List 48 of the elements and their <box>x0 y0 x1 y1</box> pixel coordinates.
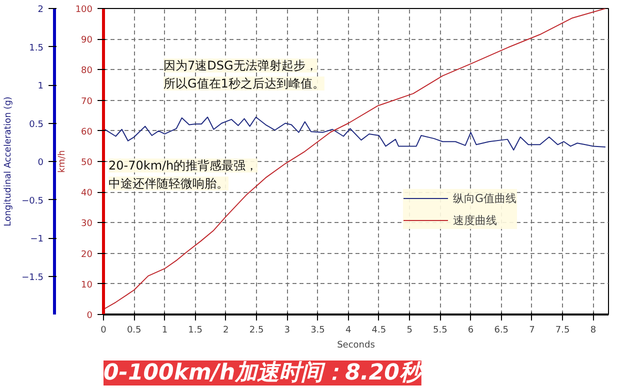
legend-label: 速度曲线 <box>453 212 497 228</box>
x-tick-label: 1 <box>162 326 168 336</box>
x-tick-label: 3.5 <box>310 326 325 336</box>
y2-tick-label: 1.5 <box>29 43 44 54</box>
legend-label: 纵向G值曲线 <box>453 190 517 206</box>
x-tick-label: 6.5 <box>494 326 509 336</box>
x-tick-label: 1.5 <box>188 326 202 336</box>
x-tick-label: 5 <box>406 326 412 336</box>
annotation: 所以G值在1秒之后达到峰值。 <box>164 76 324 90</box>
annotation: 中途还伴随轻微响胎。 <box>108 176 228 190</box>
y2-tick-label: −1.5 <box>22 272 44 283</box>
y2-tick-label: 0 <box>38 158 44 168</box>
x-tick-label: 2.5 <box>249 326 264 336</box>
y2-tick-label: 1 <box>38 82 44 92</box>
x-tick-label: 5.5 <box>433 326 448 336</box>
y-tick-label: 50 <box>81 158 93 168</box>
y-axis-title: km/h <box>57 150 68 173</box>
y2-tick-label: 0.5 <box>29 120 44 130</box>
x-tick-label: 8 <box>590 326 596 336</box>
line-series <box>104 116 606 151</box>
x-tick-label: 2 <box>223 326 229 336</box>
y-tick-label: 0 <box>86 311 93 321</box>
y2-tick-label: 2 <box>38 5 44 15</box>
text: 0-100km/h加速时间：8.20秒 <box>104 360 424 386</box>
y-tick-label: 90 <box>81 36 93 46</box>
y2-axis-title: Longitudinal Acceleration (g) <box>4 96 14 226</box>
x-tick-label: 6 <box>468 326 474 336</box>
y-tick-label: 30 <box>81 219 93 230</box>
annotation: 因为7速DSG无法弹射起步， <box>164 58 318 72</box>
y-tick-label: 70 <box>81 96 93 107</box>
x-tick-label: 0 <box>100 326 107 336</box>
x-tick-label: 0.5 <box>126 326 142 336</box>
x-axis-title: Seconds <box>337 340 376 350</box>
y2-tick-label: −0.5 <box>22 196 44 206</box>
x-tick-label: 4.5 <box>372 326 386 336</box>
y-tick-label: 10 <box>81 280 93 290</box>
line-series <box>104 8 606 310</box>
y-tick-label: 80 <box>81 66 93 76</box>
y-tick-label: 60 <box>81 127 93 138</box>
y-tick-label: 20 <box>81 250 93 260</box>
y-tick-label: 40 <box>81 188 93 199</box>
x-tick-label: 4 <box>345 326 352 336</box>
x-tick-label: 7.5 <box>555 326 570 336</box>
annotation: 20-70km/h的推背感最强， <box>108 158 258 172</box>
y-tick-label: 100 <box>75 5 93 15</box>
x-tick-label: 3 <box>284 326 290 336</box>
x-tick-label: 7 <box>529 326 535 336</box>
y2-tick-label: −1 <box>30 234 44 244</box>
